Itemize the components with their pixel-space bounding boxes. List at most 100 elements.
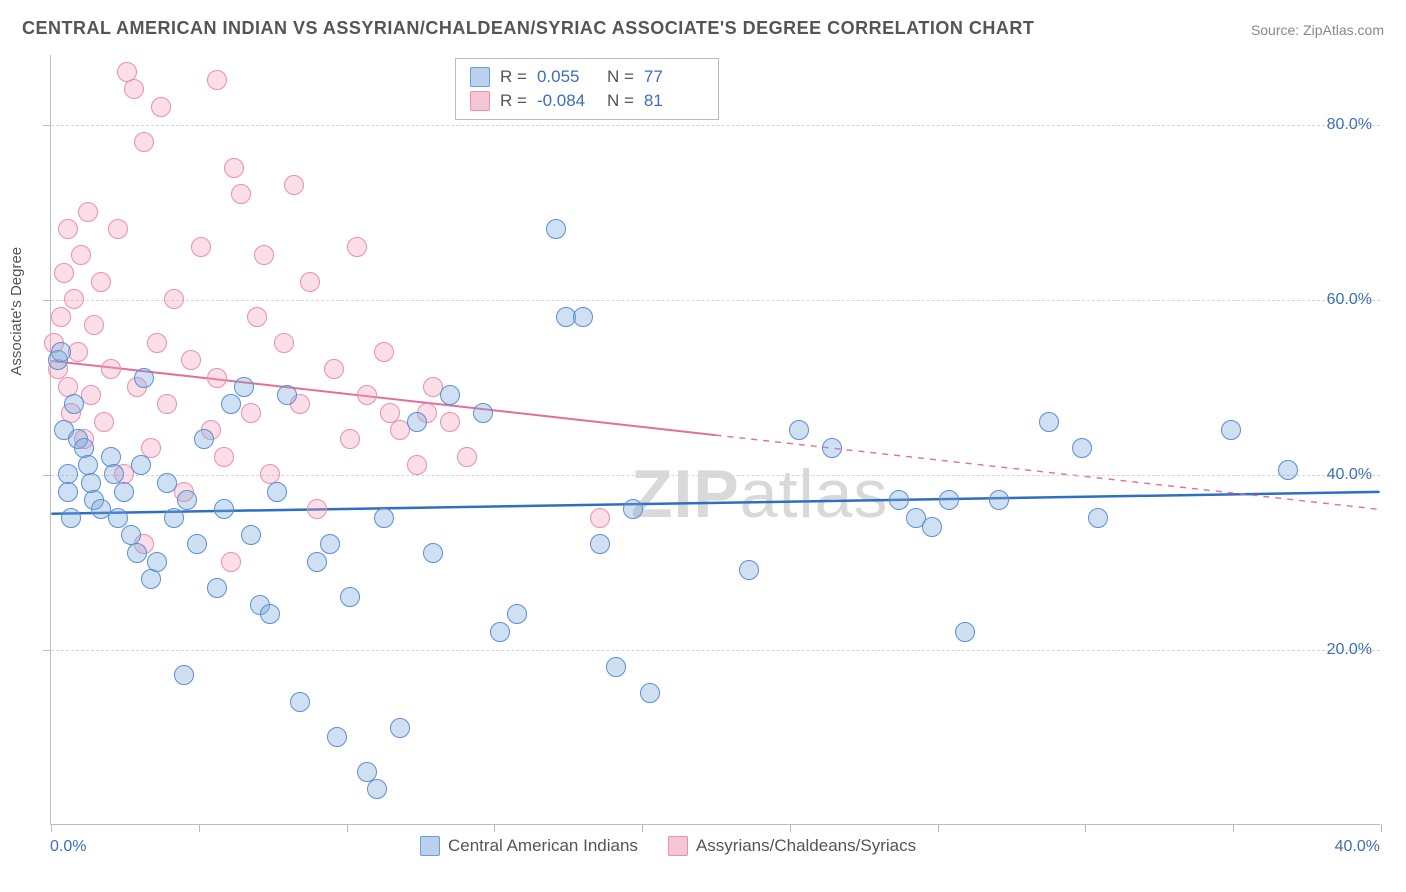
scatter-point xyxy=(340,587,360,607)
legend-correlation-row: R =-0.084N =81 xyxy=(470,89,704,113)
scatter-point xyxy=(147,552,167,572)
scatter-point xyxy=(241,403,261,423)
scatter-point xyxy=(151,97,171,117)
scatter-point xyxy=(141,569,161,589)
scatter-point xyxy=(507,604,527,624)
legend-series-item: Central American Indians xyxy=(420,836,638,856)
scatter-point xyxy=(374,508,394,528)
scatter-point xyxy=(260,604,280,624)
x-tick xyxy=(1381,824,1382,832)
scatter-point xyxy=(822,438,842,458)
x-axis-max-label: 40.0% xyxy=(1335,838,1380,856)
scatter-point xyxy=(224,158,244,178)
gridline xyxy=(51,300,1380,301)
watermark-bold: ZIP xyxy=(631,456,740,532)
scatter-point xyxy=(131,455,151,475)
chart-title: CENTRAL AMERICAN INDIAN VS ASSYRIAN/CHAL… xyxy=(22,18,1034,39)
x-axis-min-label: 0.0% xyxy=(50,838,86,856)
scatter-point xyxy=(347,237,367,257)
gridline xyxy=(51,475,1380,476)
scatter-point xyxy=(108,219,128,239)
y-axis-label: 40.0% xyxy=(1327,466,1372,484)
scatter-point xyxy=(573,307,593,327)
scatter-point xyxy=(290,692,310,712)
scatter-point xyxy=(590,534,610,554)
scatter-point xyxy=(174,665,194,685)
scatter-point xyxy=(277,385,297,405)
scatter-point xyxy=(267,482,287,502)
scatter-point xyxy=(407,455,427,475)
scatter-point xyxy=(61,508,81,528)
scatter-point xyxy=(58,219,78,239)
scatter-point xyxy=(327,727,347,747)
scatter-point xyxy=(1039,412,1059,432)
scatter-point xyxy=(922,517,942,537)
y-tick xyxy=(43,300,51,301)
scatter-point xyxy=(108,508,128,528)
scatter-point xyxy=(440,412,460,432)
legend-swatch xyxy=(420,836,440,856)
scatter-point xyxy=(374,342,394,362)
gridline xyxy=(51,650,1380,651)
scatter-point xyxy=(606,657,626,677)
legend-series-label: Assyrians/Chaldeans/Syriacs xyxy=(696,836,916,856)
scatter-point xyxy=(241,525,261,545)
scatter-point xyxy=(889,490,909,510)
scatter-point xyxy=(214,447,234,467)
r-value: -0.084 xyxy=(537,89,597,113)
x-tick xyxy=(790,824,791,832)
scatter-point xyxy=(207,70,227,90)
scatter-point xyxy=(231,184,251,204)
x-tick xyxy=(347,824,348,832)
y-axis-label: 20.0% xyxy=(1327,641,1372,659)
scatter-point xyxy=(221,552,241,572)
x-tick xyxy=(642,824,643,832)
scatter-point xyxy=(1088,508,1108,528)
scatter-point xyxy=(739,560,759,580)
legend-swatch xyxy=(668,836,688,856)
scatter-point xyxy=(157,473,177,493)
scatter-point xyxy=(147,333,167,353)
scatter-point xyxy=(307,499,327,519)
plot-area: ZIPatlas 20.0%40.0%60.0%80.0% xyxy=(50,55,1380,825)
scatter-point xyxy=(367,779,387,799)
scatter-point xyxy=(187,534,207,554)
scatter-point xyxy=(789,420,809,440)
scatter-point xyxy=(134,132,154,152)
scatter-point xyxy=(300,272,320,292)
y-tick xyxy=(43,650,51,651)
scatter-point xyxy=(457,447,477,467)
scatter-point xyxy=(78,202,98,222)
scatter-point xyxy=(214,499,234,519)
legend-swatch xyxy=(470,91,490,111)
x-tick xyxy=(199,824,200,832)
x-tick xyxy=(494,824,495,832)
r-label: R = xyxy=(500,89,527,113)
scatter-point xyxy=(490,622,510,642)
scatter-point xyxy=(181,350,201,370)
scatter-point xyxy=(94,412,114,432)
n-value: 77 xyxy=(644,65,704,89)
scatter-point xyxy=(324,359,344,379)
scatter-point xyxy=(207,368,227,388)
scatter-point xyxy=(194,429,214,449)
x-tick xyxy=(1085,824,1086,832)
x-tick xyxy=(1233,824,1234,832)
source-label: Source: ZipAtlas.com xyxy=(1251,22,1384,38)
scatter-point xyxy=(340,429,360,449)
scatter-point xyxy=(101,359,121,379)
scatter-point xyxy=(939,490,959,510)
scatter-point xyxy=(590,508,610,528)
scatter-point xyxy=(127,543,147,563)
scatter-point xyxy=(207,578,227,598)
scatter-point xyxy=(955,622,975,642)
scatter-point xyxy=(177,490,197,510)
scatter-point xyxy=(164,289,184,309)
scatter-point xyxy=(234,377,254,397)
legend-series-label: Central American Indians xyxy=(448,836,638,856)
scatter-point xyxy=(284,175,304,195)
scatter-point xyxy=(640,683,660,703)
scatter-point xyxy=(274,333,294,353)
scatter-point xyxy=(84,315,104,335)
legend-correlation-row: R =0.055N =77 xyxy=(470,65,704,89)
